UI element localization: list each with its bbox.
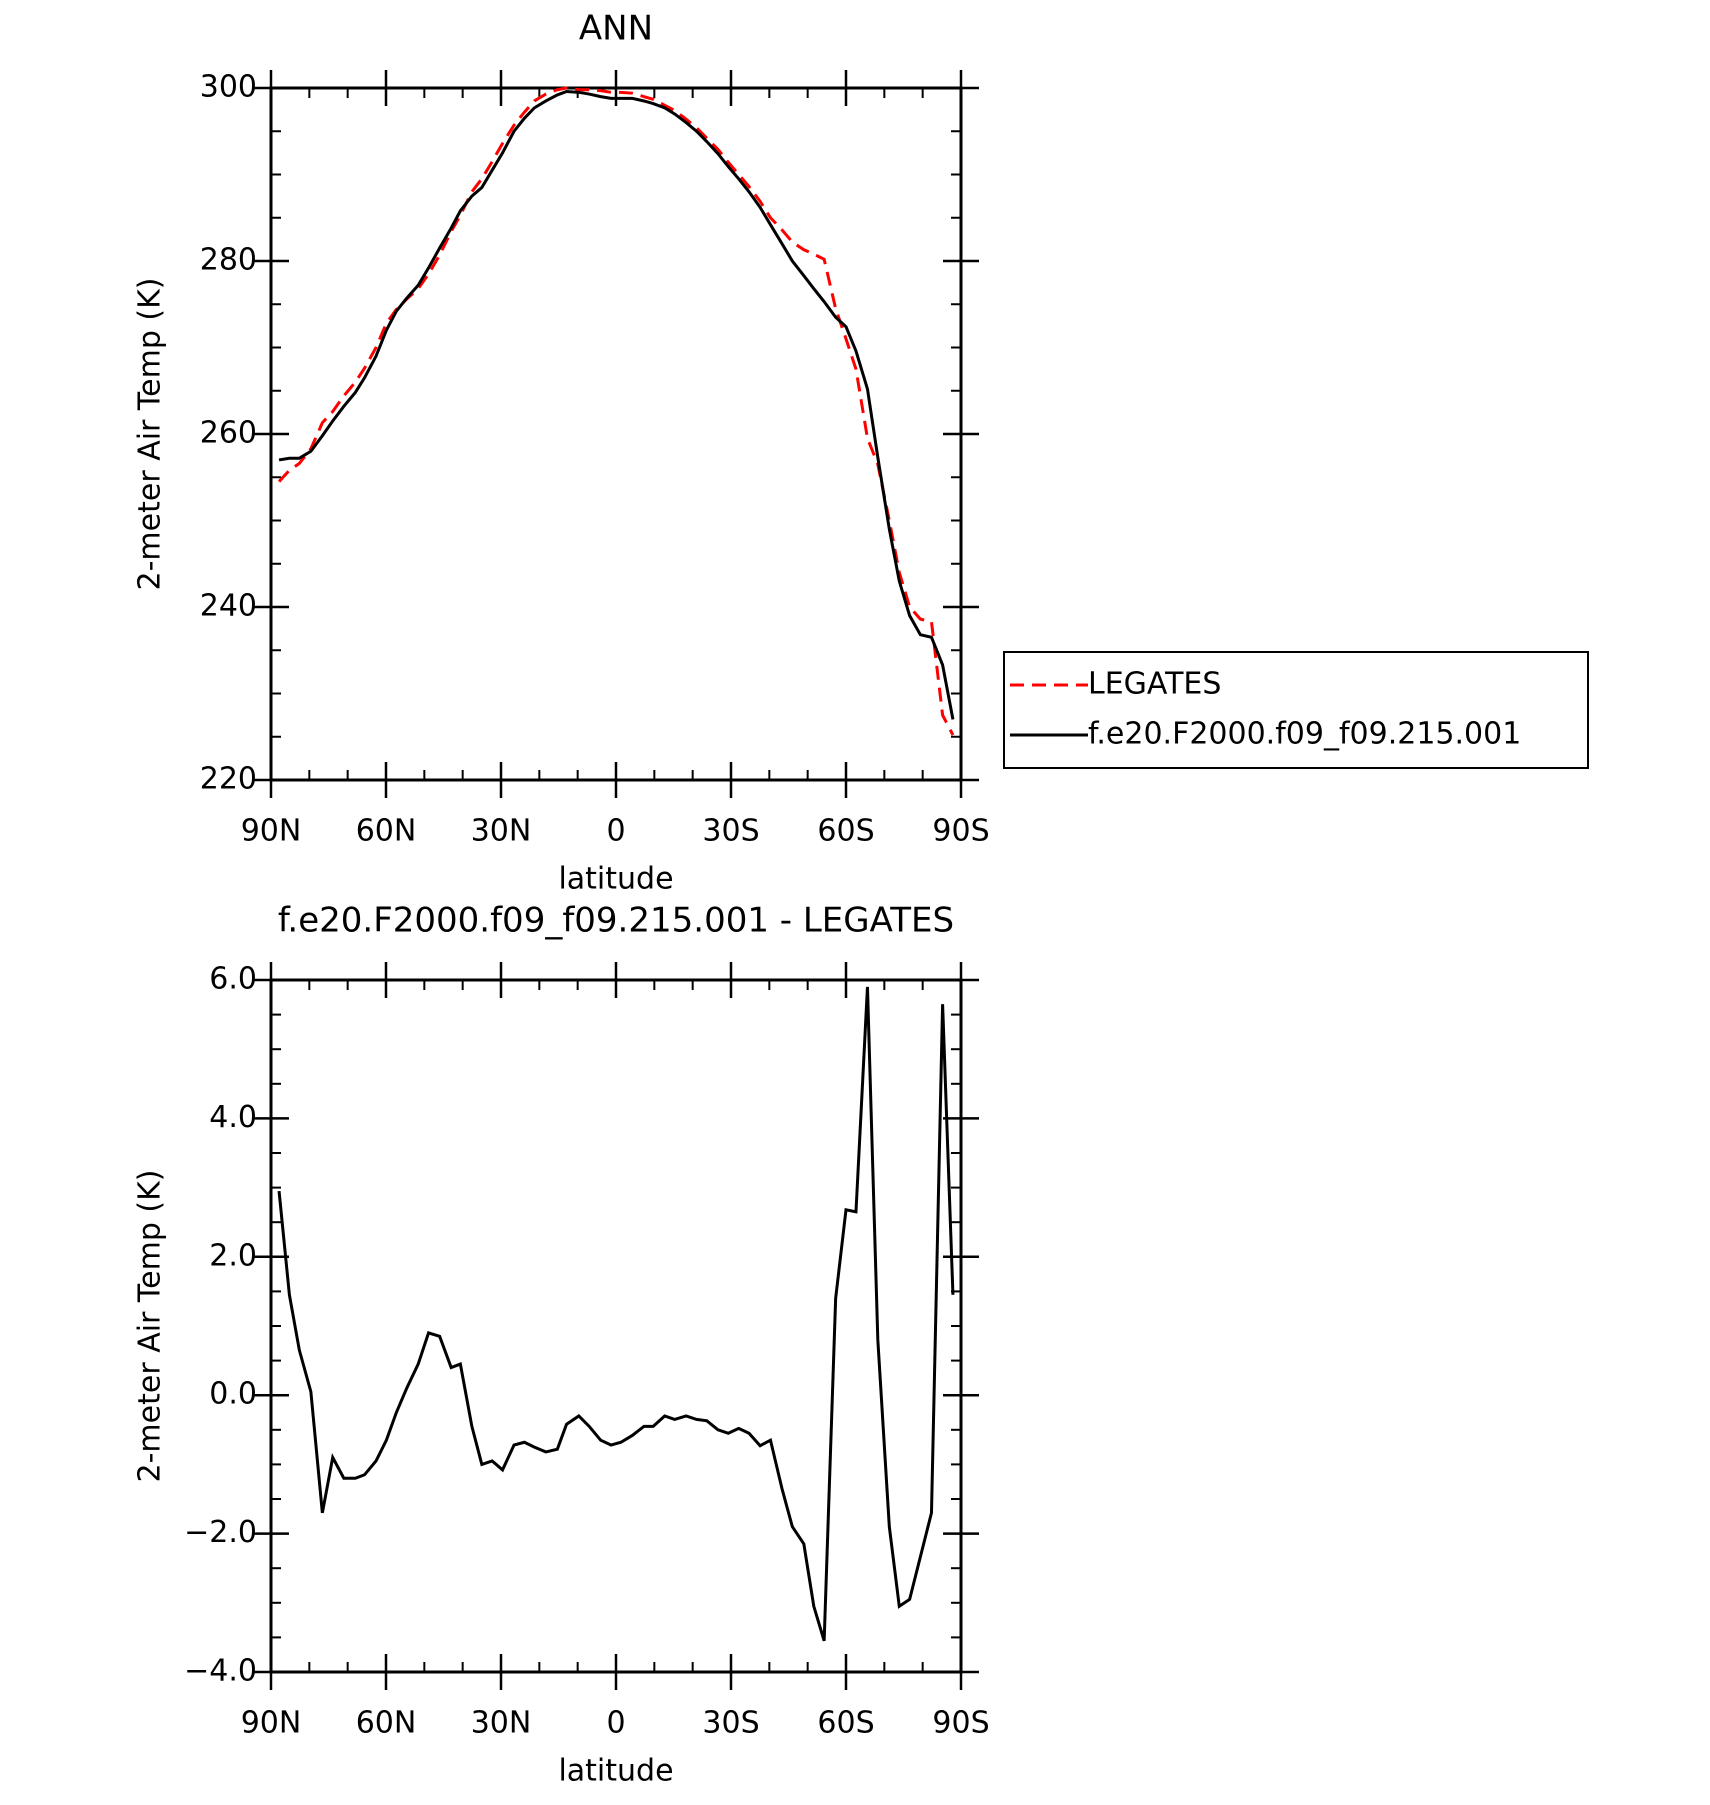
y-tick-label: 300 [200,70,257,105]
x-tick-label: 60N [356,814,417,849]
y-tick-label: −2.0 [184,1515,257,1550]
legend-box [1003,651,1589,769]
x-tick-label: 90N [241,814,302,849]
x-tick-label: 30S [702,814,759,849]
x-tick-label: 0 [606,814,625,849]
x-axis-label: latitude [558,1754,673,1789]
x-tick-label: 90S [932,1706,989,1741]
x-tick-label: 30N [471,1706,532,1741]
x-tick-label: 30S [702,1706,759,1741]
x-tick-label: 60N [356,1706,417,1741]
x-tick-label: 60S [817,1706,874,1741]
y-tick-label: 4.0 [209,1100,257,1135]
y-axis-label: 2-meter Air Temp (K) [133,1170,168,1483]
x-tick-label: 0 [606,1706,625,1741]
y-tick-label: 240 [200,589,257,624]
data-line [277,86,955,736]
y-axis-label: 2-meter Air Temp (K) [133,278,168,591]
y-tick-label: 260 [200,416,257,451]
legend-label: f.e20.F2000.f09_f09.215.001 [1088,717,1521,752]
legend-label: LEGATES [1088,667,1221,702]
y-tick-label: 280 [200,243,257,278]
x-tick-label: 90N [241,1706,302,1741]
plot-frame [269,86,963,782]
y-tick-label: 0.0 [209,1377,257,1412]
y-tick-label: 2.0 [209,1238,257,1273]
x-tick-label: 60S [817,814,874,849]
x-axis-label: latitude [558,862,673,897]
data-line [278,89,955,720]
chart-title: ANN [579,9,653,49]
y-tick-label: 220 [200,762,257,797]
y-tick-label: 6.0 [209,962,257,997]
plot-frame [269,978,963,1674]
x-tick-label: 30N [471,814,532,849]
data-line [277,986,955,1642]
y-tick-label: −4.0 [184,1654,257,1689]
x-tick-label: 90S [932,814,989,849]
chart-title: f.e20.F2000.f09_f09.215.001 - LEGATES [278,901,954,941]
